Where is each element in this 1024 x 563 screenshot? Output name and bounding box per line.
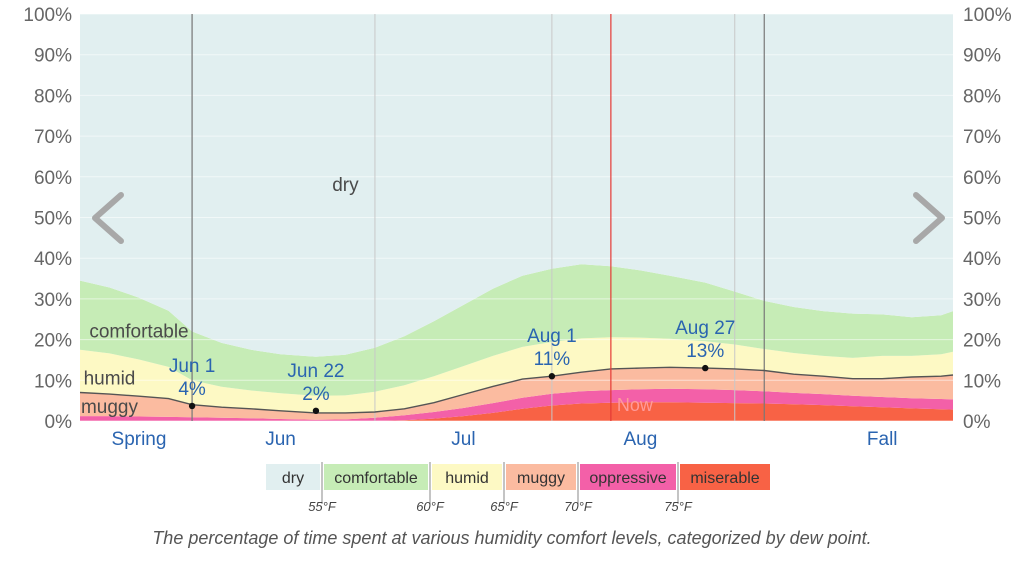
y-tick-left: 10%	[34, 371, 72, 392]
legend-label-dry: dry	[282, 470, 304, 487]
annotation-value: 11%	[534, 349, 571, 370]
y-tick-left: 70%	[34, 127, 72, 148]
y-tick-left: 50%	[34, 209, 72, 230]
y-tick-right: 100%	[963, 5, 1012, 26]
legend: dry comfortable humid muggy oppressive misera…	[266, 462, 770, 514]
now-marker: Now	[610, 14, 654, 421]
legend-threshold: 60°F	[416, 499, 445, 514]
legend-label-humid: humid	[445, 470, 489, 487]
y-tick-left: 60%	[34, 168, 72, 189]
y-tick-left: 20%	[34, 331, 72, 352]
legend-label-miserable: miserable	[690, 470, 759, 487]
y-axis-left: 0% 10% 20% 30% 40% 50% 60% 70% 80% 90% 100%	[23, 5, 72, 433]
x-label: Fall	[867, 429, 898, 450]
y-tick-right: 10%	[963, 371, 1001, 392]
y-tick-left: 0%	[45, 412, 73, 433]
annotation-value: 2%	[302, 384, 330, 405]
legend-swatch-dry	[266, 464, 320, 490]
legend-label-comfortable: comfortable	[334, 470, 418, 487]
muggy-threshold-line	[79, 366, 954, 414]
legend-label-muggy: muggy	[517, 470, 565, 487]
annotation-value: 4%	[178, 379, 206, 400]
chevron-left-icon[interactable]	[92, 192, 124, 244]
band-label-muggy: muggy	[81, 397, 139, 418]
y-tick-left: 100%	[23, 5, 72, 26]
chart-caption: The percentage of time spent at various …	[152, 528, 872, 548]
y-tick-right: 0%	[963, 412, 991, 433]
legend-threshold: 55°F	[308, 499, 337, 514]
boundary-line	[79, 366, 954, 414]
y-tick-right: 20%	[963, 331, 1001, 352]
annotation-dot	[312, 407, 320, 415]
annotation-dot	[702, 364, 709, 372]
y-axis-right: 0% 10% 20% 30% 40% 50% 60% 70% 80% 90% 100%	[963, 5, 1012, 433]
x-label: Aug	[623, 429, 657, 450]
y-tick-left: 30%	[34, 290, 72, 311]
legend-swatch-comfortable	[324, 464, 428, 490]
band-label-comfortable: comfortable	[89, 321, 188, 342]
x-label: Jun	[265, 429, 296, 450]
x-label: Spring	[112, 429, 167, 450]
legend-threshold: 75°F	[664, 499, 693, 514]
gridlines	[80, 13, 953, 422]
band-label-humid: humid	[84, 368, 136, 389]
x-axis: Spring Jun Jul Aug Fall	[112, 429, 898, 450]
y-tick-right: 40%	[963, 249, 1001, 270]
annotation-value: 13%	[686, 341, 724, 362]
legend-swatch-humid	[432, 464, 502, 490]
annotation-dot	[188, 402, 196, 410]
y-tick-right: 70%	[963, 127, 1001, 148]
y-tick-right: 30%	[963, 290, 1001, 311]
band-label-dry: dry	[332, 175, 359, 196]
legend-threshold: 70°F	[564, 499, 593, 514]
legend-label-oppressive: oppressive	[589, 470, 666, 487]
chevron-right-icon[interactable]	[913, 192, 945, 244]
y-tick-right: 60%	[963, 168, 1001, 189]
now-label: Now	[617, 395, 654, 415]
annotation-date: Jun 1	[169, 356, 215, 377]
annotation-date: Jun 22	[287, 361, 344, 382]
x-label: Jul	[451, 429, 475, 450]
y-tick-right: 50%	[963, 209, 1001, 230]
nav-arrows	[92, 192, 945, 244]
annotation-dot	[548, 373, 556, 380]
y-tick-left: 40%	[34, 249, 72, 270]
band-labels: dry comfortable humid muggy	[81, 175, 359, 418]
legend-swatch-miserable	[680, 464, 770, 490]
legend-threshold: 65°F	[490, 499, 519, 514]
annotation-date: Aug 1	[527, 326, 577, 347]
annotation-date: Aug 27	[675, 318, 735, 339]
vertical-lines	[191, 14, 765, 421]
legend-swatch-muggy	[506, 464, 576, 490]
y-tick-left: 90%	[34, 46, 72, 67]
y-tick-right: 90%	[963, 46, 1001, 67]
y-tick-left: 80%	[34, 86, 72, 107]
y-tick-right: 80%	[963, 86, 1001, 107]
legend-swatch-oppressive	[580, 464, 676, 490]
